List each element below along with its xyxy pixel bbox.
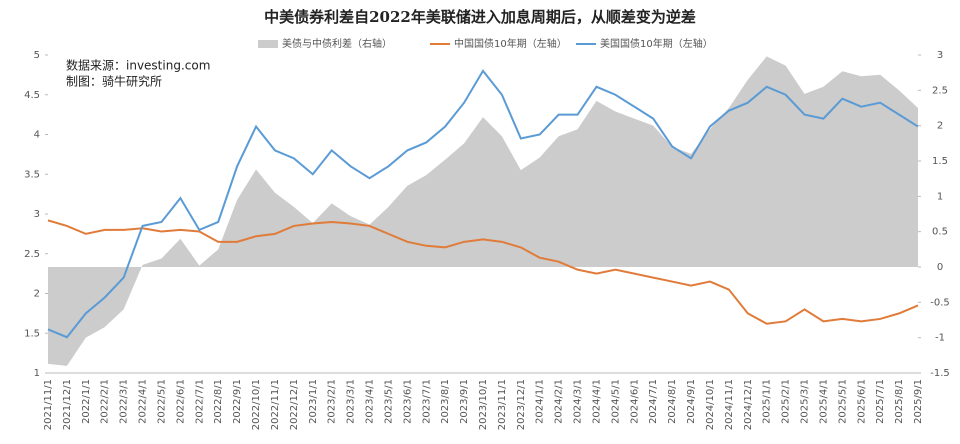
x-tick-label: 2022/9/1 bbox=[232, 379, 243, 424]
y2-tick-label: 0 bbox=[937, 262, 943, 273]
x-tick-label: 2022/8/1 bbox=[213, 379, 224, 424]
x-tick-label: 2023/5/1 bbox=[383, 379, 394, 424]
annotation: 制图：骑牛研究所 bbox=[66, 74, 162, 89]
x-tick-label: 2024/2/1 bbox=[554, 379, 565, 424]
x-tick-label: 2023/2/1 bbox=[327, 379, 338, 424]
x-tick-label: 2025/9/1 bbox=[913, 379, 924, 424]
y2-tick-label: -0.5 bbox=[930, 297, 950, 308]
x-tick-label: 2024/5/1 bbox=[610, 379, 621, 424]
x-tick-label: 2025/4/1 bbox=[818, 379, 829, 424]
chart-title: 中美债券利差自2022年美联储进入加息周期后，从顺差变为逆差 bbox=[264, 8, 696, 26]
x-tick-label: 2023/6/1 bbox=[402, 379, 413, 424]
x-tick-label: 2025/2/1 bbox=[781, 379, 792, 424]
x-tick-label: 2024/3/1 bbox=[573, 379, 584, 424]
x-tick-label: 2022/1/1 bbox=[81, 379, 92, 424]
y-tick-label: 2 bbox=[34, 289, 40, 300]
x-tick-label: 2025/7/1 bbox=[875, 379, 886, 424]
x-tick-label: 2022/6/1 bbox=[175, 379, 186, 424]
x-tick-label: 2024/8/1 bbox=[667, 379, 678, 424]
x-tick-label: 2024/1/1 bbox=[535, 379, 546, 424]
x-tick-label: 2024/9/1 bbox=[686, 379, 697, 424]
y-tick-label: 5 bbox=[34, 50, 40, 61]
y2-tick-label: -1.5 bbox=[930, 368, 950, 379]
x-tick-label: 2021/11/1 bbox=[43, 379, 54, 430]
x-tick-label: 2024/7/1 bbox=[648, 379, 659, 424]
y2-tick-label: 1 bbox=[937, 191, 943, 202]
x-tick-label: 2025/5/1 bbox=[837, 379, 848, 424]
spread-area bbox=[48, 56, 918, 366]
x-tick-label: 2024/4/1 bbox=[591, 379, 602, 424]
x-tick-label: 2023/1/1 bbox=[308, 379, 319, 424]
x-tick-label: 2023/3/1 bbox=[346, 379, 357, 424]
x-tick-label: 2023/7/1 bbox=[421, 379, 432, 424]
x-tick-label: 2023/8/1 bbox=[440, 379, 451, 424]
y-tick-label: 4.5 bbox=[24, 90, 40, 101]
annotation: 数据来源：investing.com bbox=[66, 58, 210, 73]
y-tick-label: 1.5 bbox=[24, 328, 40, 339]
legend-label: 美国国债10年期（左轴） bbox=[600, 37, 713, 50]
y-tick-label: 1 bbox=[34, 368, 40, 379]
plot bbox=[47, 56, 919, 366]
x-tick-label: 2023/10/1 bbox=[478, 379, 489, 430]
y-tick-label: 4 bbox=[34, 130, 40, 141]
x-tick-label: 2025/1/1 bbox=[762, 379, 773, 424]
y2-tick-label: 1.5 bbox=[932, 156, 948, 167]
x-tick-label: 2023/11/1 bbox=[497, 379, 508, 430]
x-tick-label: 2025/6/1 bbox=[856, 379, 867, 424]
x-tick-label: 2022/2/1 bbox=[100, 379, 111, 424]
x-tick-label: 2025/3/1 bbox=[800, 379, 811, 424]
y2-tick-label: 2 bbox=[937, 121, 943, 132]
y-tick-label: 2.5 bbox=[24, 249, 40, 260]
x-tick-label: 2022/7/1 bbox=[194, 379, 205, 424]
x-tick-label: 2022/3/1 bbox=[119, 379, 130, 424]
legend-label: 美债与中债利差（右轴） bbox=[282, 37, 392, 50]
legend-label: 中国国债10年期（左轴） bbox=[454, 37, 567, 50]
y2-tick-label: -1 bbox=[935, 333, 945, 344]
line bbox=[47, 219, 919, 325]
y-tick-label: 3.5 bbox=[24, 169, 40, 180]
x-tick-label: 2022/5/1 bbox=[156, 379, 167, 424]
x-tick-label: 2022/12/1 bbox=[289, 379, 300, 430]
x-tick-label: 2022/11/1 bbox=[270, 379, 281, 430]
x-tick-label: 2024/12/1 bbox=[743, 379, 754, 430]
line bbox=[47, 69, 919, 339]
legend-swatch bbox=[258, 40, 278, 48]
x-tick-label: 2024/11/1 bbox=[724, 379, 735, 430]
y2-tick-label: 3 bbox=[937, 50, 943, 61]
x-tick-label: 2024/6/1 bbox=[629, 379, 640, 424]
x-tick-label: 2023/4/1 bbox=[365, 379, 376, 424]
y2-tick-label: 0.5 bbox=[932, 227, 948, 238]
x-tick-label: 2022/10/1 bbox=[251, 379, 262, 430]
x-tick-label: 2023/9/1 bbox=[459, 379, 470, 424]
x-tick-label: 2025/8/1 bbox=[894, 379, 905, 424]
x-tick-label: 2022/4/1 bbox=[138, 379, 149, 424]
x-tick-label: 2021/12/1 bbox=[62, 379, 73, 430]
x-tick-label: 2023/12/1 bbox=[516, 379, 527, 430]
y-tick-label: 3 bbox=[34, 209, 40, 220]
x-tick-label: 2024/10/1 bbox=[705, 379, 716, 430]
y2-tick-label: 2.5 bbox=[932, 85, 948, 96]
